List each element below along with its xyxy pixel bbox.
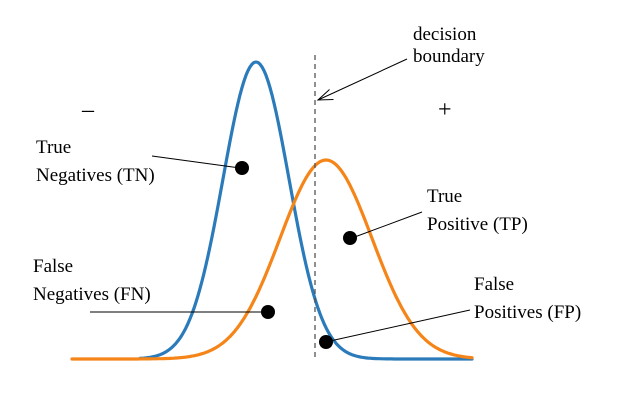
- fn-point: [261, 305, 275, 319]
- decision-boundary-label-line1: decision: [413, 24, 477, 45]
- decision-boundary-label-line2: boundary: [413, 46, 485, 67]
- fn-label-line2: Negatives (FN): [33, 284, 151, 305]
- fp-label: False Positives (FP): [474, 274, 581, 323]
- fp-point: [319, 335, 333, 349]
- tn-leader: [151, 155, 241, 169]
- tp-label: True Positive (TP): [427, 186, 528, 235]
- fp-label-line1: False: [474, 274, 514, 295]
- tp-label-line2: Positive (TP): [427, 214, 528, 235]
- fn-label-line1: False: [33, 256, 73, 277]
- tp-label-line1: True: [427, 186, 462, 207]
- tn-point: [235, 161, 249, 175]
- positive-class-curve: [70, 158, 474, 361]
- negative-class-curve: [138, 60, 474, 361]
- decision-boundary-arrowhead: [316, 89, 334, 101]
- tn-label: True Negatives (TN): [36, 137, 155, 186]
- tp-point: [343, 231, 357, 245]
- tn-label-line1: True: [36, 137, 71, 158]
- tn-label-line2: Negatives (TN): [36, 165, 155, 186]
- positive-sign: +: [438, 97, 452, 123]
- fn-label: False Negatives (FN): [33, 256, 151, 305]
- fp-leader: [329, 309, 471, 342]
- decision-boundary-arrow: [317, 58, 408, 101]
- tp-leader: [351, 211, 423, 239]
- decision-boundary-label: decision boundary: [413, 24, 485, 67]
- fp-label-line2: Positives (FP): [474, 302, 581, 323]
- negative-sign: –: [81, 97, 95, 123]
